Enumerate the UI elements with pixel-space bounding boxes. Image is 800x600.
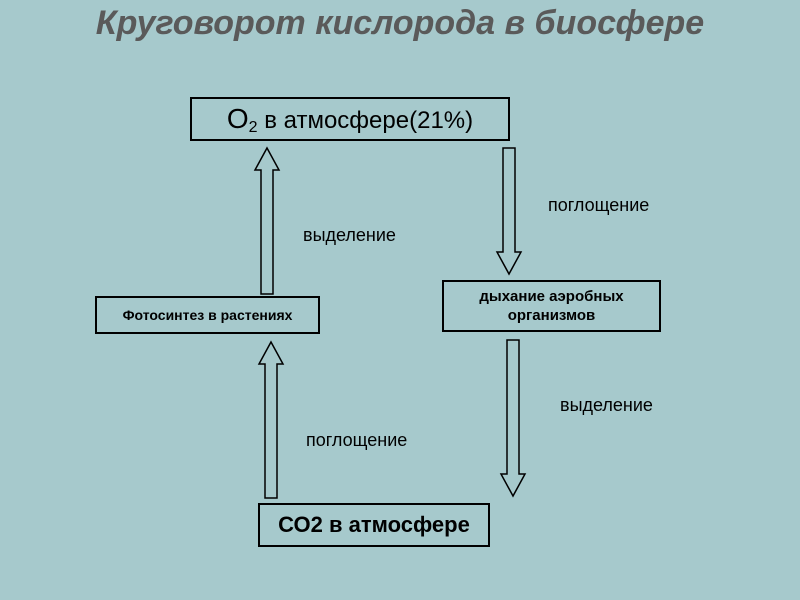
label-emission-bottom: выделение [560, 395, 653, 416]
arrow-up-left [255, 148, 279, 294]
node-respiration: дыхание аэробных организмов [442, 280, 661, 332]
arrow-down-right [497, 148, 521, 274]
label-absorption-top: поглощение [548, 195, 649, 216]
node-co2-atmosphere: СО2 в атмосфере [258, 503, 490, 547]
node-o2-text: О2 в атмосфере(21%) [227, 103, 473, 135]
node-photosynthesis: Фотосинтез в растениях [95, 296, 320, 334]
o2-rest: в атмосфере(21%) [258, 107, 474, 134]
arrow-down-bottom [501, 340, 525, 496]
label-absorption-bottom: поглощение [306, 430, 407, 451]
node-o2-atmosphere: О2 в атмосфере(21%) [190, 97, 510, 141]
diagram-title: Круговорот кислорода в биосфере [0, 4, 800, 43]
label-emission-top: выделение [303, 225, 396, 246]
o2-sub: 2 [249, 119, 258, 136]
o2-prefix: О [227, 103, 249, 134]
arrow-up-bottom [259, 342, 283, 498]
